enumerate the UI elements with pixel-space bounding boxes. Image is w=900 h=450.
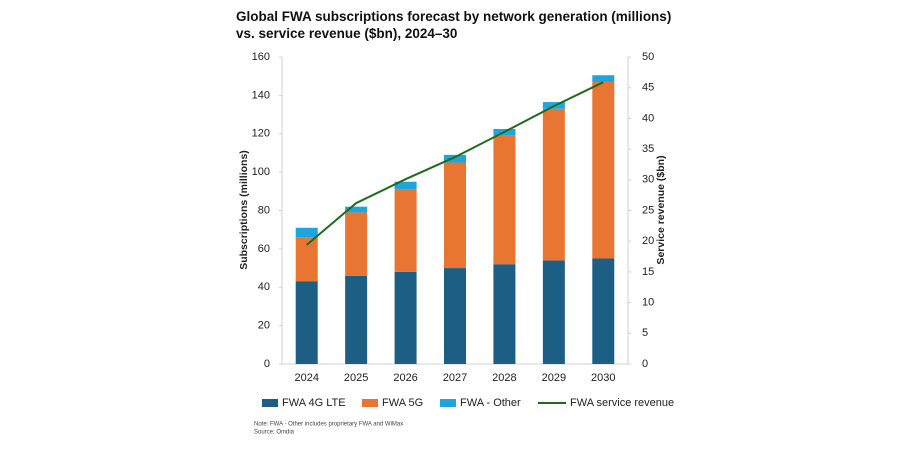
- legend-label: FWA 5G: [382, 397, 423, 409]
- bar: [493, 135, 516, 265]
- bar: [345, 206, 368, 213]
- y2-tick-label: 10: [642, 297, 654, 309]
- note: Source: Omdia: [254, 430, 295, 436]
- x-tick-label: 2028: [492, 372, 516, 384]
- y2-tick-label: 15: [642, 266, 654, 278]
- y2-tick-label: 45: [642, 82, 654, 94]
- y-tick-label: 40: [258, 281, 270, 293]
- bar: [394, 189, 417, 272]
- y-tick-label: 160: [252, 51, 270, 63]
- y-tick-label: 100: [252, 166, 270, 178]
- bar: [295, 281, 318, 364]
- y-tick-label: 140: [252, 89, 270, 101]
- y2-axis-label: Service revenue ($bn): [655, 155, 667, 264]
- bar: [592, 75, 615, 82]
- x-tick-label: 2025: [344, 372, 368, 384]
- legend-label: FWA service revenue: [570, 397, 674, 409]
- x-tick-label: 2030: [591, 372, 615, 384]
- y-tick-label: 0: [264, 358, 270, 370]
- y2-tick-label: 0: [642, 358, 648, 370]
- legend-swatch: [262, 399, 278, 407]
- bar: [295, 227, 318, 238]
- x-tick-label: 2027: [443, 372, 467, 384]
- bar: [493, 264, 516, 364]
- chart-title: Global FWA subscriptions forecast by net…: [236, 9, 672, 41]
- legend-label: FWA - Other: [460, 397, 521, 409]
- y2-tick-label: 50: [642, 51, 654, 63]
- legend-label: FWA 4G LTE: [282, 397, 346, 409]
- bar: [394, 271, 417, 364]
- bar: [542, 260, 565, 364]
- y-tick-label: 20: [258, 320, 270, 332]
- y-axis-label: Subscriptions (millions): [238, 150, 250, 270]
- bar: [542, 108, 565, 261]
- bar: [345, 212, 368, 276]
- y-tick-label: 120: [252, 128, 270, 140]
- bar: [592, 258, 615, 364]
- legend-swatch: [440, 399, 456, 407]
- bar: [444, 268, 466, 364]
- y2-tick-label: 20: [642, 235, 654, 247]
- bar: [394, 181, 417, 190]
- y-tick-label: 60: [258, 243, 270, 255]
- y2-tick-label: 40: [642, 112, 654, 124]
- y2-tick-label: 30: [642, 174, 654, 186]
- y2-tick-label: 5: [642, 327, 648, 339]
- y-tick-label: 80: [258, 204, 270, 216]
- bar: [444, 162, 466, 269]
- bar: [295, 237, 318, 282]
- x-tick-label: 2029: [542, 372, 566, 384]
- legend-swatch: [362, 399, 378, 407]
- y2-tick-label: 35: [642, 143, 654, 155]
- bar: [345, 275, 368, 364]
- note: Note: FWA - Other includes proprietary F…: [254, 422, 403, 428]
- x-tick-label: 2024: [294, 372, 318, 384]
- y2-tick-label: 25: [642, 204, 654, 216]
- bar: [444, 154, 466, 163]
- bar: [592, 81, 615, 259]
- x-tick-label: 2026: [393, 372, 417, 384]
- line: [306, 81, 604, 246]
